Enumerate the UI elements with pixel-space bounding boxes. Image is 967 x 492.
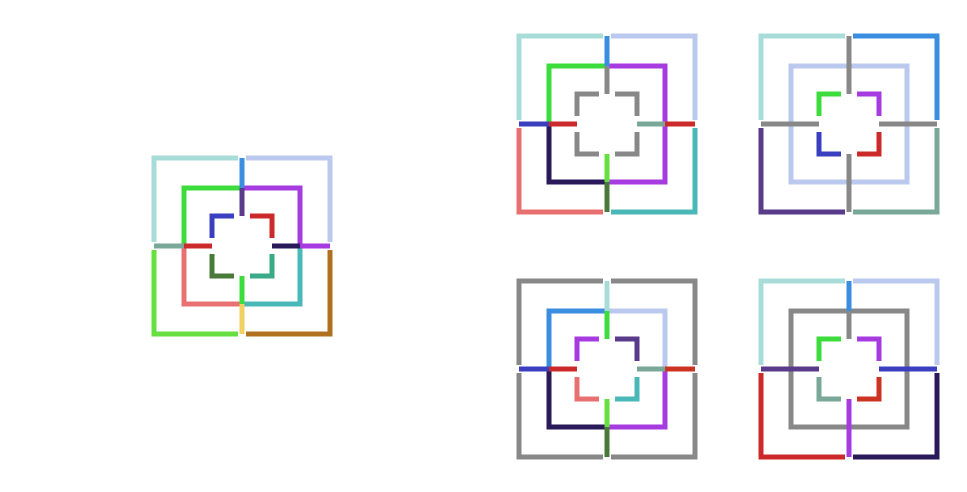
opt1-piece-8 bbox=[574, 91, 599, 116]
opt2-piece-11 bbox=[816, 132, 841, 157]
opt1-piece-6 bbox=[607, 124, 668, 185]
opt3-piece-1 bbox=[611, 278, 698, 365]
opt4-piece-6 bbox=[849, 369, 910, 430]
opt3-piece-8 bbox=[574, 336, 599, 361]
option-4[interactable] bbox=[758, 278, 940, 460]
opt4-piece-3 bbox=[758, 373, 845, 460]
option-1[interactable] bbox=[516, 33, 698, 215]
opt3-piece-3 bbox=[516, 373, 603, 460]
opt2-piece-4 bbox=[788, 63, 849, 124]
opt1-piece-4 bbox=[546, 63, 607, 124]
opt1-piece-5 bbox=[607, 63, 668, 124]
opt3-piece-9 bbox=[615, 336, 640, 361]
opt1-piece-0 bbox=[516, 33, 603, 120]
opt4-piece-10 bbox=[857, 377, 882, 402]
target-pattern bbox=[151, 155, 333, 337]
target-piece-11 bbox=[209, 254, 234, 279]
opt1-piece-3 bbox=[516, 128, 603, 215]
opt4-piece-4 bbox=[788, 308, 849, 369]
opt3-piece-11 bbox=[574, 377, 599, 402]
opt4-piece-1 bbox=[853, 278, 940, 365]
target-piece-7 bbox=[181, 246, 242, 307]
option-2[interactable] bbox=[758, 33, 940, 215]
opt3-piece-5 bbox=[607, 308, 668, 369]
opt3-piece-4 bbox=[546, 308, 607, 369]
opt2-piece-10 bbox=[857, 132, 882, 157]
opt3-piece-2 bbox=[611, 373, 698, 460]
opt3-piece-7 bbox=[546, 369, 607, 430]
opt2-piece-3 bbox=[758, 128, 845, 215]
opt1-piece-7 bbox=[546, 124, 607, 185]
opt1-piece-10 bbox=[615, 132, 640, 157]
target-piece-5 bbox=[242, 185, 303, 246]
opt1-piece-11 bbox=[574, 132, 599, 157]
opt3-piece-6 bbox=[607, 369, 668, 430]
option-3[interactable] bbox=[516, 278, 698, 460]
target-piece-0 bbox=[151, 155, 238, 242]
opt3-piece-0 bbox=[516, 278, 603, 365]
opt4-piece-5 bbox=[849, 308, 910, 369]
opt2-piece-0 bbox=[758, 33, 845, 120]
target-piece-1 bbox=[246, 155, 333, 242]
opt1-piece-1 bbox=[611, 33, 698, 120]
opt2-piece-9 bbox=[857, 91, 882, 116]
target-piece-8 bbox=[209, 213, 234, 238]
opt2-piece-8 bbox=[816, 91, 841, 116]
target-piece-4 bbox=[181, 185, 242, 246]
opt1-piece-9 bbox=[615, 91, 640, 116]
opt4-piece-8 bbox=[816, 336, 841, 361]
opt4-piece-7 bbox=[788, 369, 849, 430]
opt4-piece-0 bbox=[758, 278, 845, 365]
target-piece-9 bbox=[250, 213, 275, 238]
opt2-piece-5 bbox=[849, 63, 910, 124]
opt4-piece-2 bbox=[853, 373, 940, 460]
opt2-piece-6 bbox=[849, 124, 910, 185]
opt2-piece-2 bbox=[853, 128, 940, 215]
opt1-piece-2 bbox=[611, 128, 698, 215]
opt3-piece-10 bbox=[615, 377, 640, 402]
opt4-piece-9 bbox=[857, 336, 882, 361]
target-piece-2 bbox=[246, 250, 333, 337]
opt2-piece-1 bbox=[853, 33, 940, 120]
target-piece-3 bbox=[151, 250, 238, 337]
target-piece-6 bbox=[242, 246, 303, 307]
opt4-piece-11 bbox=[816, 377, 841, 402]
opt2-piece-7 bbox=[788, 124, 849, 185]
target-piece-10 bbox=[250, 254, 275, 279]
